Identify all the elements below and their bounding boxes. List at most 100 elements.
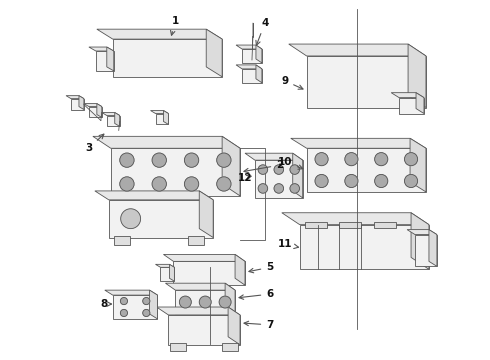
Bar xyxy=(305,222,326,228)
Polygon shape xyxy=(293,153,303,198)
Text: 9: 9 xyxy=(281,76,303,89)
Polygon shape xyxy=(399,98,424,113)
Circle shape xyxy=(217,177,231,191)
Polygon shape xyxy=(236,65,262,69)
Circle shape xyxy=(375,175,388,188)
Circle shape xyxy=(120,177,134,191)
Circle shape xyxy=(152,153,167,167)
Polygon shape xyxy=(105,290,157,295)
Polygon shape xyxy=(66,96,84,99)
Polygon shape xyxy=(408,44,426,108)
Circle shape xyxy=(143,309,150,316)
Text: 2: 2 xyxy=(244,160,283,173)
Polygon shape xyxy=(256,65,262,83)
Polygon shape xyxy=(166,283,235,290)
Text: 6: 6 xyxy=(239,289,273,299)
Circle shape xyxy=(121,297,127,305)
Circle shape xyxy=(152,177,167,191)
Polygon shape xyxy=(173,261,245,285)
Polygon shape xyxy=(222,136,240,196)
Polygon shape xyxy=(95,191,213,200)
Circle shape xyxy=(219,296,231,308)
Polygon shape xyxy=(256,45,262,63)
Polygon shape xyxy=(97,29,222,39)
Polygon shape xyxy=(107,116,120,126)
Circle shape xyxy=(274,165,284,174)
Polygon shape xyxy=(164,255,245,261)
Circle shape xyxy=(184,153,199,167)
Polygon shape xyxy=(156,307,240,315)
Text: 1: 1 xyxy=(171,16,179,35)
Polygon shape xyxy=(93,136,240,148)
Text: 10: 10 xyxy=(277,157,303,169)
Text: 5: 5 xyxy=(249,262,273,273)
Polygon shape xyxy=(113,39,222,77)
Polygon shape xyxy=(282,213,429,225)
Circle shape xyxy=(121,209,141,229)
Text: 3: 3 xyxy=(85,134,104,153)
Polygon shape xyxy=(111,148,240,196)
Bar xyxy=(188,235,204,246)
Polygon shape xyxy=(300,225,429,269)
Polygon shape xyxy=(225,283,235,314)
Polygon shape xyxy=(228,307,240,345)
Bar xyxy=(374,222,396,228)
Circle shape xyxy=(258,184,268,193)
Polygon shape xyxy=(107,47,114,71)
Circle shape xyxy=(345,175,358,188)
Polygon shape xyxy=(149,290,157,319)
Circle shape xyxy=(274,184,284,193)
Polygon shape xyxy=(291,138,426,148)
Polygon shape xyxy=(109,200,213,238)
Text: 7: 7 xyxy=(244,320,273,330)
Circle shape xyxy=(290,184,299,193)
Polygon shape xyxy=(113,295,157,319)
Polygon shape xyxy=(71,99,84,109)
Text: 12: 12 xyxy=(238,173,252,183)
Circle shape xyxy=(375,153,388,166)
Polygon shape xyxy=(97,104,102,117)
Circle shape xyxy=(120,153,134,167)
Text: 4: 4 xyxy=(256,18,269,45)
Circle shape xyxy=(404,153,417,166)
Polygon shape xyxy=(115,113,120,126)
Circle shape xyxy=(121,309,127,316)
Text: 8: 8 xyxy=(100,299,112,309)
Polygon shape xyxy=(150,111,169,113)
Polygon shape xyxy=(429,230,437,266)
Circle shape xyxy=(404,175,417,188)
Polygon shape xyxy=(161,267,174,281)
Bar xyxy=(340,222,361,228)
Circle shape xyxy=(143,297,150,305)
Circle shape xyxy=(199,296,211,308)
Circle shape xyxy=(345,153,358,166)
Polygon shape xyxy=(155,264,174,267)
Polygon shape xyxy=(79,96,84,109)
Polygon shape xyxy=(307,148,426,192)
Circle shape xyxy=(258,165,268,174)
Polygon shape xyxy=(289,44,426,56)
Circle shape xyxy=(315,153,328,166)
Bar xyxy=(222,343,238,351)
Polygon shape xyxy=(416,93,424,113)
Polygon shape xyxy=(235,255,245,285)
Polygon shape xyxy=(255,160,303,198)
Polygon shape xyxy=(164,111,169,125)
Polygon shape xyxy=(199,191,213,238)
Polygon shape xyxy=(307,56,426,108)
Polygon shape xyxy=(170,264,174,281)
Polygon shape xyxy=(96,51,114,71)
Polygon shape xyxy=(84,104,102,107)
Polygon shape xyxy=(155,113,169,125)
Circle shape xyxy=(184,177,199,191)
Polygon shape xyxy=(410,138,426,192)
Text: 11: 11 xyxy=(277,239,298,249)
Polygon shape xyxy=(169,315,240,345)
Polygon shape xyxy=(102,113,120,116)
Polygon shape xyxy=(175,290,235,314)
Polygon shape xyxy=(236,45,262,49)
Polygon shape xyxy=(89,47,114,51)
Polygon shape xyxy=(407,230,437,235)
Circle shape xyxy=(217,153,231,167)
Polygon shape xyxy=(415,235,437,266)
